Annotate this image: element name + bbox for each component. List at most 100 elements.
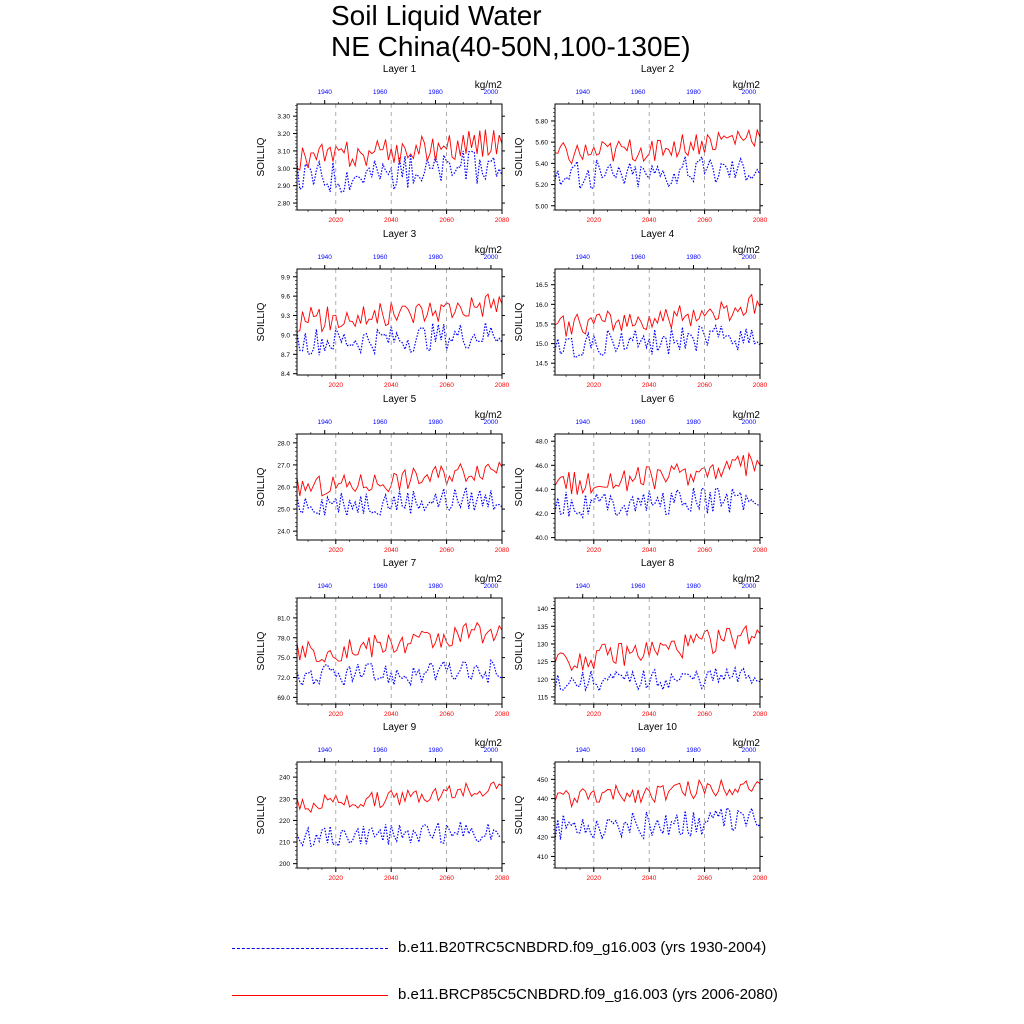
y-tick-label: 5.20 (535, 182, 548, 189)
x-tick-label-red: 2080 (495, 217, 510, 224)
x-tick-label-blue: 1980 (686, 419, 701, 426)
y-tick-label: 25.0 (277, 507, 290, 514)
y-tick-label: 44.0 (535, 487, 548, 494)
x-tick-label-blue: 1960 (631, 747, 646, 754)
x-tick-label-blue: 1940 (317, 583, 332, 590)
y-tick-label: 3.20 (277, 131, 290, 138)
y-tick-label: 230 (279, 796, 290, 803)
y-tick-label: 410 (537, 854, 548, 861)
series-historical-line (554, 486, 761, 520)
units-label: kg/m2 (475, 410, 503, 421)
x-tick-label-blue: 1940 (317, 89, 332, 96)
x-tick-label-red: 2060 (439, 875, 454, 882)
chart-layer-2: Layer 2 kg/m2 5.00 5.20 5.40 5.60 5.80 2020 2040… (514, 64, 768, 224)
chart-title: Layer 5 (383, 394, 417, 405)
y-tick-label: 5.00 (535, 203, 548, 210)
x-tick-label-red: 2040 (642, 547, 657, 554)
x-tick-label-red: 2040 (642, 711, 657, 718)
chart-title: Layer 10 (638, 722, 677, 733)
chart-layer-10: Layer 10 kg/m2 410 420 430 440 450 2020 2040 2060… (514, 722, 768, 882)
x-tick-label-blue: 2000 (484, 89, 499, 96)
y-tick-label: 46.0 (535, 463, 548, 470)
series-rcp85-line (554, 624, 761, 672)
y-tick-label: 78.0 (277, 635, 290, 642)
y-tick-label: 450 (537, 777, 548, 784)
x-tick-label-red: 2040 (384, 217, 399, 224)
x-tick-label-red: 2060 (439, 382, 454, 389)
y-tick-label: 5.60 (535, 140, 548, 147)
x-tick-label-blue: 2000 (742, 254, 757, 261)
y-tick-label: 240 (279, 775, 290, 782)
chart-title: Layer 3 (383, 229, 417, 240)
plot-frame (554, 597, 761, 705)
x-tick-label-blue: 1940 (317, 254, 332, 261)
plot-frame (296, 597, 503, 705)
x-tick-label-blue: 2000 (742, 583, 757, 590)
y-tick-label: 24.0 (277, 529, 290, 536)
x-tick-label-blue: 2000 (742, 89, 757, 96)
x-tick-label-red: 2060 (697, 547, 712, 554)
series-rcp85-line (296, 781, 503, 814)
y-tick-label: 81.0 (277, 615, 290, 622)
y-tick-label: 135 (537, 624, 548, 631)
x-tick-label-blue: 1940 (317, 747, 332, 754)
series-rcp85-line (554, 778, 761, 809)
x-tick-label-blue: 1980 (686, 583, 701, 590)
y-tick-label: 430 (537, 815, 548, 822)
plot-frame (296, 761, 503, 869)
x-tick-label-red: 2020 (329, 711, 344, 718)
x-tick-label-blue: 1980 (686, 89, 701, 96)
y-tick-label: 220 (279, 818, 290, 825)
units-label: kg/m2 (733, 80, 761, 91)
y-tick-label: 130 (537, 641, 548, 648)
y-tick-label: 8.4 (281, 371, 290, 378)
y-tick-label: 2.80 (277, 201, 290, 208)
y-tick-label: 75.0 (277, 655, 290, 662)
y-tick-label: 5.80 (535, 118, 548, 125)
y-tick-label: 8.7 (281, 352, 290, 359)
y-tick-label: 27.0 (277, 462, 290, 469)
y-tick-label: 9.3 (281, 313, 290, 320)
chart-layer-8: Layer 8 kg/m2 115 120 125 130 135 140 2020 2040 20… (514, 558, 768, 718)
y-axis-label: SOILLIQ (514, 467, 525, 506)
legend-swatch-historical (232, 948, 388, 949)
series-historical-line (554, 155, 761, 191)
series-historical-line (296, 820, 503, 848)
plot-frame (554, 103, 761, 211)
y-tick-label: 2.90 (277, 183, 290, 190)
y-tick-label: 420 (537, 835, 548, 842)
y-tick-label: 120 (537, 677, 548, 684)
x-tick-label-blue: 1980 (428, 254, 443, 261)
x-tick-label-blue: 1940 (575, 89, 590, 96)
x-tick-label-blue: 1940 (317, 419, 332, 426)
legend-label-rcp85: b.e11.BRCP85C5CNBDRD.f09_g16.003 (yrs 20… (398, 986, 778, 1003)
units-label: kg/m2 (733, 574, 761, 585)
chart-title: Layer 6 (641, 394, 675, 405)
x-tick-label-blue: 1980 (428, 419, 443, 426)
y-tick-label: 440 (537, 796, 548, 803)
y-axis-label: SOILLIQ (514, 302, 525, 341)
x-tick-label-red: 2040 (642, 217, 657, 224)
y-tick-label: 9.6 (281, 294, 290, 301)
series-historical-line (554, 665, 761, 693)
y-tick-label: 115 (538, 694, 549, 701)
y-tick-label: 16.5 (535, 282, 548, 289)
legend-swatch-rcp85 (232, 995, 388, 996)
y-tick-label: 200 (279, 861, 290, 868)
y-axis-label: SOILLIQ (256, 467, 267, 506)
x-tick-label-red: 2040 (384, 547, 399, 554)
x-tick-label-blue: 1960 (373, 254, 388, 261)
series-historical-line (554, 806, 761, 841)
chart-title: Layer 8 (641, 558, 675, 569)
units-label: kg/m2 (733, 738, 761, 749)
chart-layer-3: Layer 3 kg/m2 8.4 8.7 9.0 9.3 9.6 9.9 2020 2040 20… (256, 229, 510, 389)
y-tick-label: 15.5 (535, 321, 548, 328)
plot-frame (296, 433, 503, 541)
x-tick-label-blue: 1980 (686, 254, 701, 261)
series-historical-line (296, 150, 503, 193)
series-historical-line (296, 487, 503, 516)
y-tick-label: 14.5 (535, 361, 548, 368)
chart-layer-6: Layer 6 kg/m2 40.0 42.0 44.0 46.0 48.0 2020 2040… (514, 394, 768, 554)
x-tick-label-blue: 1960 (373, 747, 388, 754)
